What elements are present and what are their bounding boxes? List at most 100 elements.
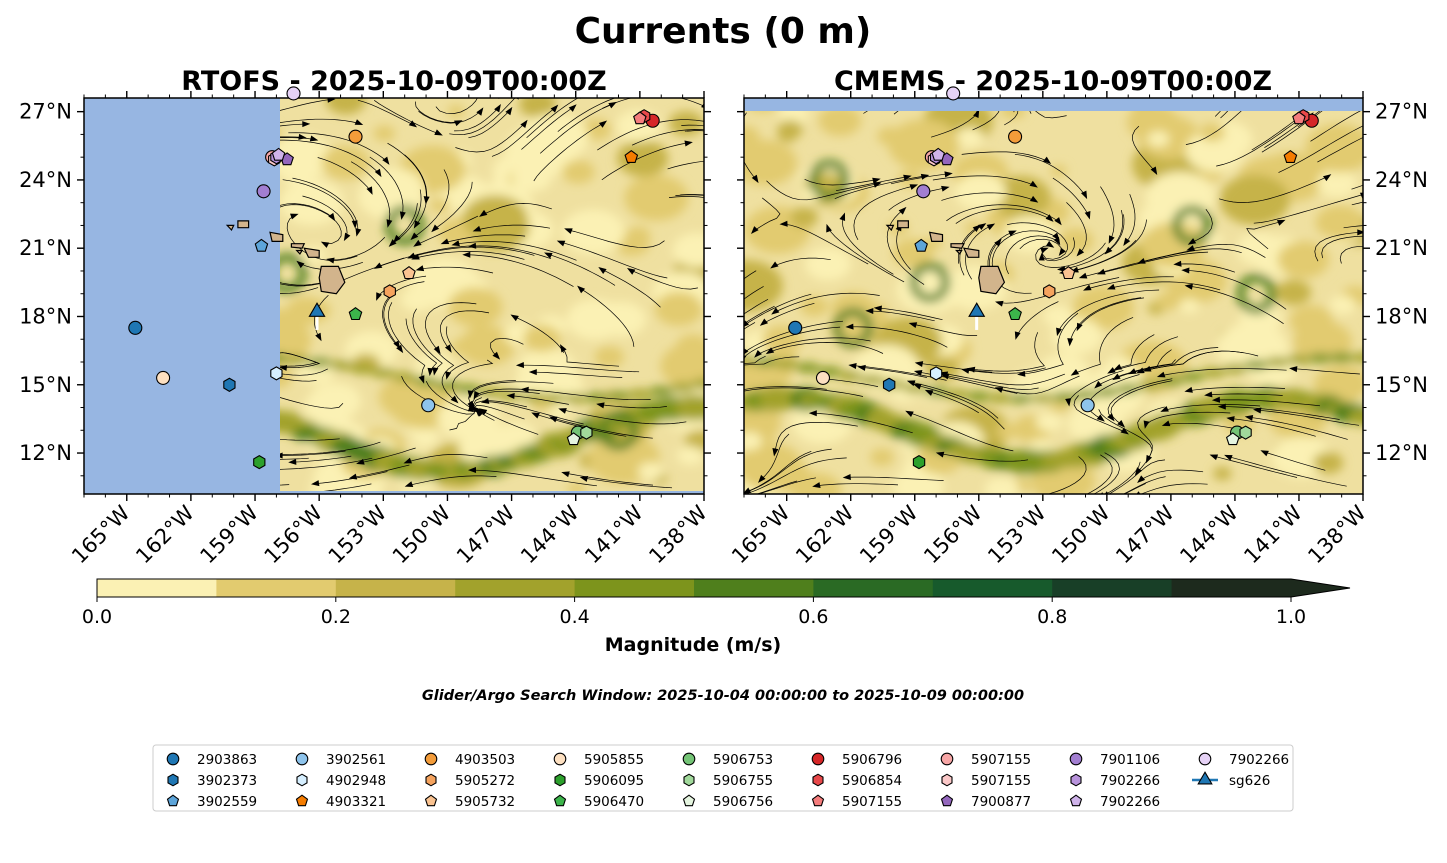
field-blob bbox=[624, 174, 689, 221]
streamline-arrow bbox=[494, 104, 501, 113]
streamline-arrow bbox=[1107, 413, 1115, 422]
legend-label: 5905855 bbox=[584, 752, 644, 768]
streamline-arrow bbox=[1113, 363, 1123, 371]
streamline bbox=[1107, 378, 1173, 419]
streamline-arrow bbox=[396, 344, 404, 354]
streamline bbox=[1005, 235, 1059, 275]
field-band bbox=[1351, 352, 1363, 363]
streamline-arrow bbox=[865, 307, 874, 314]
streamline bbox=[991, 230, 1058, 269]
legend-marker-5906796 bbox=[811, 752, 825, 766]
streamline-arrow bbox=[568, 104, 577, 112]
streamline-arrow bbox=[492, 351, 501, 360]
streamline bbox=[408, 475, 497, 486]
field-blob bbox=[566, 299, 624, 340]
streamline bbox=[744, 355, 766, 364]
lat-tick-label: 21°N bbox=[1375, 236, 1428, 260]
field-blob bbox=[459, 325, 516, 366]
streamline-arrow bbox=[468, 405, 477, 412]
streamline bbox=[1208, 393, 1283, 396]
field-band bbox=[681, 396, 704, 420]
colorbar-tick-label: 0.6 bbox=[798, 606, 828, 628]
streamline-arrow bbox=[407, 252, 416, 259]
streamline bbox=[265, 352, 318, 367]
streamline bbox=[269, 139, 380, 174]
streamline-arrow bbox=[1014, 331, 1021, 340]
streamline-arrow bbox=[366, 186, 373, 195]
field-blob bbox=[1179, 298, 1200, 314]
streamline bbox=[998, 277, 1120, 304]
streamline bbox=[1019, 238, 1062, 253]
float-marker-4902948 bbox=[270, 366, 283, 381]
legend-marker-5907155 bbox=[941, 773, 953, 787]
streamline-arrow bbox=[978, 223, 987, 231]
streamline bbox=[292, 177, 359, 233]
streamline bbox=[753, 197, 781, 232]
streamline bbox=[757, 477, 816, 494]
streamline bbox=[579, 288, 635, 347]
streamline bbox=[912, 323, 978, 336]
streamline bbox=[744, 112, 757, 180]
streamline bbox=[377, 275, 427, 298]
streamline-arrow bbox=[434, 129, 443, 136]
float-marker-5905732 bbox=[1061, 266, 1076, 280]
streamline-arrow bbox=[1040, 247, 1049, 254]
streamline bbox=[567, 229, 665, 248]
field-blob bbox=[672, 232, 704, 268]
streamline bbox=[769, 342, 884, 354]
streamline-arrow bbox=[1211, 396, 1221, 403]
float-marker-3902561 bbox=[421, 398, 436, 413]
streamline-arrow bbox=[376, 292, 382, 301]
streamline bbox=[1293, 368, 1360, 375]
streamline bbox=[1215, 399, 1321, 407]
colorbar-tick-label: 0.4 bbox=[559, 606, 589, 628]
lon-tick-label: 144°W bbox=[516, 501, 584, 569]
legend-label: 2903863 bbox=[197, 752, 257, 768]
streamline bbox=[1060, 210, 1124, 270]
streamline-arrow bbox=[1106, 283, 1116, 290]
streamline-arrow bbox=[577, 285, 586, 294]
legend-label: 5906470 bbox=[584, 794, 644, 810]
streamline-arrow bbox=[1128, 368, 1137, 375]
lat-tick-label: 18°N bbox=[1375, 304, 1428, 328]
streamline bbox=[946, 204, 1060, 223]
streamline bbox=[1117, 334, 1155, 369]
streamline bbox=[1110, 281, 1221, 291]
colorbar-segment bbox=[694, 579, 814, 597]
streamline bbox=[744, 286, 764, 300]
streamline-arrow bbox=[1173, 260, 1182, 267]
lon-tick-label: 153°W bbox=[983, 501, 1051, 569]
streamline bbox=[1317, 137, 1363, 163]
streamline bbox=[1007, 222, 1068, 260]
streamline-arrow bbox=[839, 212, 846, 221]
streamline bbox=[668, 196, 704, 198]
streamline-arrow bbox=[708, 350, 715, 359]
streamline-arrow bbox=[374, 168, 382, 178]
streamline-arrow bbox=[944, 45, 954, 55]
streamline bbox=[466, 254, 574, 287]
streamline bbox=[404, 154, 428, 226]
field-blob bbox=[1317, 169, 1357, 198]
streamline-arrow bbox=[873, 305, 882, 312]
streamline bbox=[601, 268, 661, 308]
island-oahu bbox=[928, 231, 944, 242]
lon-tick-label: 165°W bbox=[727, 501, 795, 569]
float-marker-5906470 bbox=[1008, 307, 1022, 321]
streamline bbox=[454, 107, 500, 132]
legend-marker-4902948 bbox=[296, 773, 308, 787]
streamline bbox=[680, 194, 704, 196]
colorbar-label: Magnitude (m/s) bbox=[605, 634, 782, 656]
streamline bbox=[1068, 370, 1124, 403]
streamline bbox=[539, 103, 614, 154]
field-blob bbox=[1236, 232, 1284, 266]
float-marker-3902373 bbox=[882, 377, 896, 392]
streamline bbox=[359, 447, 416, 464]
streamline-arrow bbox=[1043, 156, 1052, 164]
field-band bbox=[307, 357, 332, 368]
cmems-float-markers bbox=[788, 86, 1319, 470]
streamline-arrow bbox=[1325, 85, 1331, 93]
field-blob bbox=[1212, 466, 1232, 481]
streamline bbox=[916, 384, 1005, 430]
field-blob bbox=[1277, 241, 1330, 279]
streamline bbox=[869, 310, 935, 322]
